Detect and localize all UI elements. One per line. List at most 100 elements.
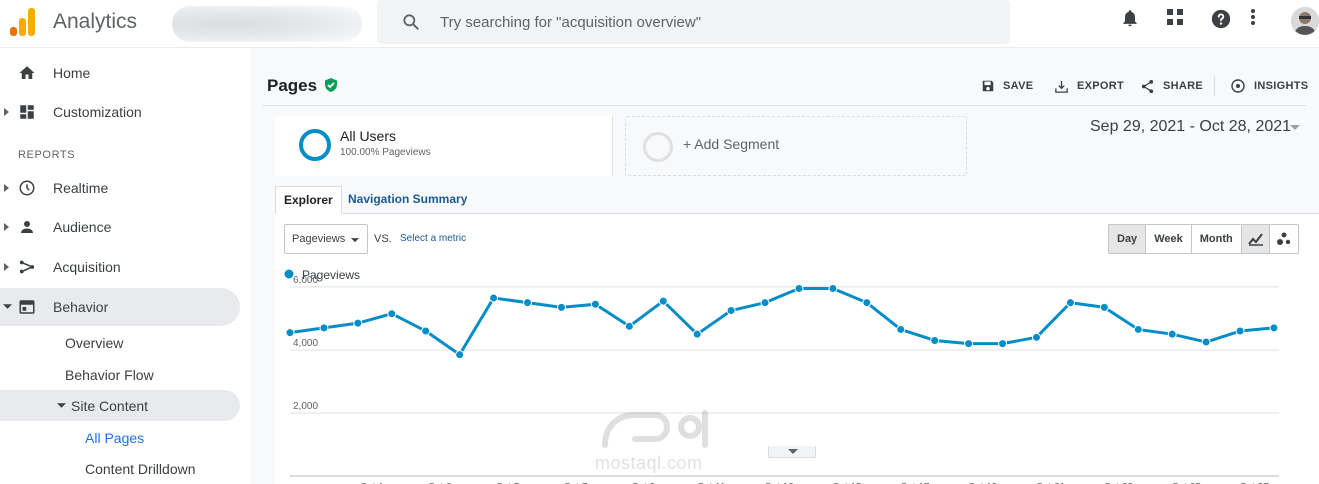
analytics-logo[interactable]	[10, 8, 36, 36]
data-point[interactable]	[1133, 324, 1143, 334]
data-point[interactable]	[862, 298, 872, 308]
sidebar-item-home[interactable]: Home	[0, 54, 240, 92]
week-button[interactable]: Week	[1145, 225, 1191, 253]
data-point[interactable]	[387, 309, 397, 319]
save-icon	[982, 80, 994, 92]
sidebar-subitem-content-drilldown[interactable]: Content Drilldown	[85, 461, 196, 477]
export-button[interactable]: EXPORT	[1054, 77, 1124, 95]
data-point[interactable]	[523, 298, 533, 308]
data-point[interactable]	[760, 298, 770, 308]
data-point[interactable]	[930, 335, 940, 345]
data-point[interactable]	[590, 299, 600, 309]
data-point[interactable]	[353, 318, 363, 328]
sidebar-item-realtime[interactable]: Realtime	[0, 169, 240, 207]
data-point[interactable]	[1235, 326, 1245, 336]
tab-explorer[interactable]: Explorer	[275, 186, 342, 214]
data-point[interactable]	[828, 283, 838, 293]
y-tick-label: 4,000	[293, 338, 318, 349]
insights-label: INSIGHTS	[1254, 80, 1309, 92]
sidebar-subitem-site-content-row[interactable]	[0, 390, 240, 421]
select-metric-link[interactable]: Select a metric	[400, 233, 467, 244]
date-range-picker[interactable]: Sep 29, 2021 - Oct 28, 2021	[1090, 118, 1292, 135]
data-point[interactable]	[285, 328, 295, 338]
sidebar-item-customization[interactable]: Customization	[0, 93, 240, 131]
line-chart-button[interactable]	[1242, 225, 1271, 253]
data-point[interactable]	[1065, 298, 1075, 308]
metric-select[interactable]: Pageviews	[284, 224, 368, 254]
tab-navigation-summary[interactable]: Navigation Summary	[348, 192, 468, 206]
verified-shield-icon	[325, 78, 337, 92]
line-chart-icon	[1247, 233, 1263, 246]
bell-icon[interactable]	[1120, 8, 1140, 33]
data-point[interactable]	[1099, 302, 1109, 312]
insights-button[interactable]: INSIGHTS	[1230, 77, 1308, 95]
data-point[interactable]	[658, 296, 668, 306]
main-content: Pages SAVE EXPORT SHARE INSIGHTS All Use…	[250, 48, 1319, 484]
caret-down-icon	[351, 238, 359, 243]
legend-marker	[284, 269, 294, 279]
segment-ring-icon	[299, 129, 331, 161]
pageviews-line-chart[interactable]: Pageviews 2,000 4,000 6,000... Oct 1 Oct 3 Oct…	[275, 266, 1319, 484]
day-button[interactable]: Day	[1109, 225, 1146, 253]
x-tick-label: Oct 13	[764, 482, 794, 484]
data-point[interactable]	[1269, 323, 1279, 333]
data-point[interactable]	[1031, 332, 1041, 342]
account-selector-blurred[interactable]	[172, 6, 362, 42]
avatar[interactable]	[1291, 7, 1319, 35]
chart-panel: Pageviews VS. Select a metric Day Week M…	[275, 214, 1319, 484]
metric-select-value: Pageviews	[292, 233, 346, 245]
data-point[interactable]	[998, 339, 1008, 349]
segment-all-users[interactable]: All Users 100.00% Pageviews	[275, 116, 613, 176]
data-point[interactable]	[421, 326, 431, 336]
clock-icon	[19, 180, 35, 196]
caret-down-icon	[788, 449, 798, 454]
data-point[interactable]	[726, 306, 736, 316]
sidebar-item-label: Home	[53, 65, 91, 81]
caret-right-icon	[4, 223, 9, 231]
share-button[interactable]: SHARE	[1140, 77, 1203, 95]
sidebar-item-acquisition[interactable]: Acquisition	[0, 248, 240, 286]
sidebar-subitem-site-content[interactable]: Site Content	[71, 398, 149, 414]
segment-ring-icon	[643, 132, 673, 162]
more-vert-icon[interactable]	[1250, 8, 1256, 31]
segment-detail: 100.00% Pageviews	[340, 147, 431, 158]
add-segment-button[interactable]: + Add Segment	[625, 116, 967, 176]
person-icon	[21, 221, 33, 233]
data-point[interactable]	[896, 324, 906, 334]
data-point[interactable]	[624, 321, 634, 331]
save-button[interactable]: SAVE	[981, 77, 1033, 95]
sidebar-subitem-behavior-flow[interactable]: Behavior Flow	[65, 367, 154, 383]
caret-right-icon	[4, 263, 9, 271]
help-icon[interactable]	[1210, 8, 1232, 35]
chart-resize-handle[interactable]	[768, 446, 816, 458]
data-point[interactable]	[455, 350, 465, 360]
divider	[275, 213, 1319, 214]
data-point[interactable]	[1167, 329, 1177, 339]
data-point[interactable]	[964, 339, 974, 349]
sidebar-item-label: Realtime	[53, 180, 109, 196]
data-point[interactable]	[319, 323, 329, 333]
search-bar[interactable]	[377, 0, 1010, 44]
sidebar-item-audience[interactable]: Audience	[0, 208, 240, 246]
watermark: mostaql.com	[595, 405, 725, 477]
apps-grid-icon[interactable]	[1166, 8, 1184, 31]
x-tick-label: ...	[286, 482, 294, 484]
data-point[interactable]	[1201, 337, 1211, 347]
app-name: Analytics	[53, 10, 138, 33]
month-button[interactable]: Month	[1190, 225, 1241, 253]
caret-down-icon	[57, 403, 66, 408]
motion-chart-button[interactable]	[1270, 225, 1298, 253]
x-tick-label: Oct 27	[1239, 482, 1269, 484]
acquisition-icon	[19, 260, 35, 274]
caret-down-icon[interactable]	[1290, 125, 1300, 131]
data-point[interactable]	[692, 329, 702, 339]
sidebar-subitem-all-pages[interactable]: All Pages	[85, 430, 145, 446]
search-input[interactable]	[440, 10, 980, 34]
data-point[interactable]	[556, 302, 566, 312]
data-point[interactable]	[794, 283, 804, 293]
data-point[interactable]	[489, 293, 499, 303]
series-line	[289, 286, 1275, 357]
sidebar-item-behavior[interactable]: Behavior	[0, 288, 240, 326]
sidebar-subitem-overview[interactable]: Overview	[65, 335, 124, 351]
caret-down-icon	[3, 304, 12, 309]
